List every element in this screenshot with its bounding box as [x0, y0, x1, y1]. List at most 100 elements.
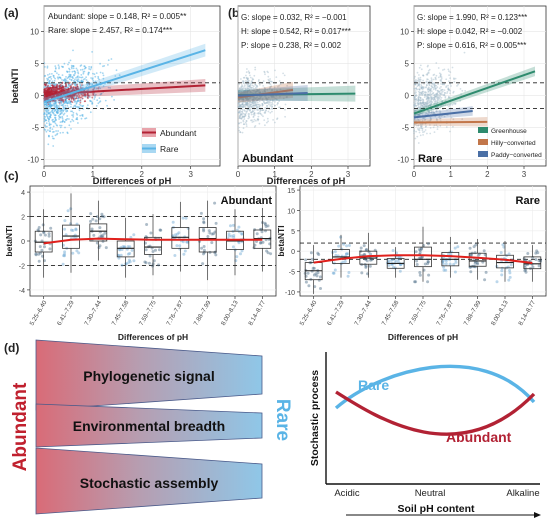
scatter-point: [72, 77, 74, 80]
scatter-point: [77, 93, 80, 96]
panel-c1-xlabel: Differences of pH: [118, 332, 188, 342]
scatter-point: [61, 115, 64, 118]
scatter-point: [417, 142, 420, 144]
box-point: [472, 245, 476, 249]
scatter-point: [95, 72, 98, 74]
scatter-point: [415, 80, 418, 83]
scatter-point: [248, 102, 251, 105]
scatter-point: [79, 65, 82, 67]
scatter-point: [69, 75, 72, 78]
scatter-point: [424, 91, 426, 94]
scatter-point: [58, 118, 60, 120]
scatter-point: [425, 97, 428, 100]
scatter-point: [240, 113, 243, 115]
scatter-point: [79, 69, 82, 71]
scatter-point: [447, 84, 449, 87]
scatter-point: [269, 80, 271, 83]
scatter-point: [240, 117, 243, 120]
scatter-point: [432, 98, 435, 101]
scatter-point: [85, 79, 88, 81]
legend-swatch-paddy: [478, 151, 488, 157]
box-point: [333, 250, 337, 254]
scatter-point: [62, 109, 65, 112]
box-point: [184, 216, 188, 220]
scatter-point: [447, 68, 450, 71]
scatter-point: [72, 114, 75, 116]
scatter-point: [82, 72, 85, 75]
box-point: [508, 275, 512, 279]
scatter-point: [417, 102, 420, 105]
scatter-point: [66, 71, 69, 73]
scatter-point: [89, 111, 92, 114]
scatter-point: [420, 68, 423, 71]
scatter-point: [441, 83, 444, 86]
scatter-point: [284, 103, 287, 106]
scatter-point: [257, 103, 259, 106]
scatter-point: [54, 67, 57, 70]
panel-b-rare: -10 -5 0 5 10 0 1 2 3 G: slope = 1.990, R² = 0.…: [397, 5, 547, 179]
scatter-point: [81, 76, 84, 79]
scatter-point: [66, 115, 69, 117]
scatter-point: [418, 105, 420, 108]
x-tick-label: 5.25–6.40: [29, 299, 49, 327]
scatter-point: [64, 100, 67, 103]
box-point: [132, 233, 136, 237]
scatter-point: [45, 130, 48, 133]
x-tick-label: 1: [448, 170, 453, 179]
scatter-point: [52, 137, 54, 140]
scatter-point: [51, 84, 54, 87]
scatter-point: [449, 71, 452, 73]
scatter-point: [74, 78, 76, 81]
scatter-point: [258, 100, 261, 103]
scatter-point: [71, 83, 74, 86]
box-point: [387, 263, 391, 267]
box-point: [482, 249, 486, 253]
scatter-point: [427, 89, 429, 91]
scatter-point: [77, 122, 79, 124]
scatter-point: [275, 76, 278, 78]
scatter-point: [89, 100, 92, 103]
scatter-point: [51, 80, 54, 83]
scatter-point: [48, 89, 51, 92]
scatter-point: [439, 75, 442, 78]
scatter-point: [102, 65, 104, 68]
box-point: [345, 244, 349, 248]
scatter-point: [432, 126, 435, 129]
box-point: [38, 245, 42, 249]
box-point: [202, 221, 206, 225]
scatter-point: [271, 105, 273, 108]
scatter-point: [253, 114, 256, 116]
scatter-point: [247, 117, 250, 120]
y-tick-label: 5: [405, 60, 410, 69]
scatter-point: [76, 83, 78, 86]
box-point: [362, 244, 366, 248]
scatter-point: [418, 88, 421, 91]
scatter-point: [62, 66, 64, 68]
scatter-point: [52, 145, 55, 147]
y-tick-label: 0: [35, 92, 40, 101]
scatter-point: [247, 87, 250, 90]
scatter-point: [246, 110, 248, 113]
box-point: [91, 217, 95, 221]
scatter-point: [46, 88, 49, 91]
scatter-point: [245, 125, 248, 127]
scatter-point: [82, 104, 85, 107]
scatter-point: [430, 93, 432, 96]
scatter-point: [55, 130, 57, 132]
x-tick-label: 7.45–7.58: [381, 299, 401, 327]
scatter-point: [414, 87, 417, 90]
scatter-point: [261, 109, 264, 111]
scatter-point: [246, 104, 249, 107]
scatter-point: [240, 86, 243, 88]
box-point: [71, 251, 75, 255]
box-point: [182, 252, 186, 256]
scatter-point: [78, 106, 81, 109]
scatter-point: [262, 85, 265, 87]
scatter-point: [65, 90, 67, 92]
box-point: [239, 252, 242, 256]
scatter-point: [420, 103, 423, 106]
scatter-point: [77, 105, 79, 108]
panel-b2-annot-2: H: slope = 0.042, R² = −0.002: [417, 27, 523, 36]
scatter-point: [423, 102, 425, 105]
